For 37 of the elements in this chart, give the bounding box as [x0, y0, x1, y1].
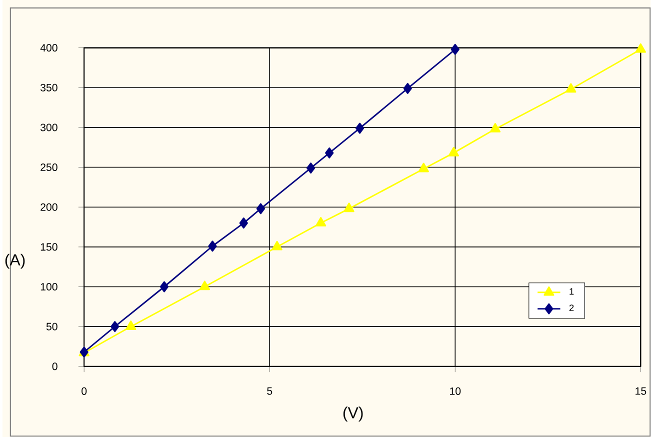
- point: [110, 321, 120, 332]
- x-tick-label: 5: [267, 387, 272, 395]
- point: [256, 203, 266, 214]
- point: [306, 162, 316, 174]
- point: [355, 122, 364, 134]
- legend-label: 2: [569, 304, 574, 311]
- x-tick-label: 0: [82, 387, 87, 395]
- x-axis-title: (V): [343, 406, 363, 422]
- point: [635, 43, 646, 53]
- y-tick-label: 150: [40, 243, 58, 251]
- x-tick-label: 15: [636, 387, 646, 395]
- y-tick-label: 100: [40, 282, 58, 290]
- x-tick-label: 10: [450, 387, 461, 395]
- y-tick-label: 400: [40, 44, 58, 52]
- point: [448, 146, 459, 156]
- point: [450, 44, 460, 55]
- legend-label: 1: [570, 288, 574, 295]
- point: [325, 147, 334, 158]
- y-tick-label: 350: [40, 84, 58, 92]
- point: [272, 240, 282, 250]
- point: [160, 281, 169, 292]
- point: [316, 216, 326, 226]
- y-tick-label: 0: [52, 362, 58, 370]
- point: [239, 217, 248, 228]
- point: [490, 122, 501, 132]
- point: [126, 320, 136, 330]
- point: [208, 240, 217, 252]
- point: [418, 162, 429, 172]
- y-axis-title: (A): [5, 254, 25, 269]
- point: [199, 280, 210, 290]
- point: [566, 83, 576, 93]
- y-tick-label: 50: [46, 322, 58, 330]
- y-tick-label: 300: [40, 124, 58, 132]
- point: [344, 202, 354, 212]
- point: [403, 82, 412, 94]
- y-tick-label: 250: [40, 163, 58, 171]
- y-tick-label: 200: [40, 203, 58, 211]
